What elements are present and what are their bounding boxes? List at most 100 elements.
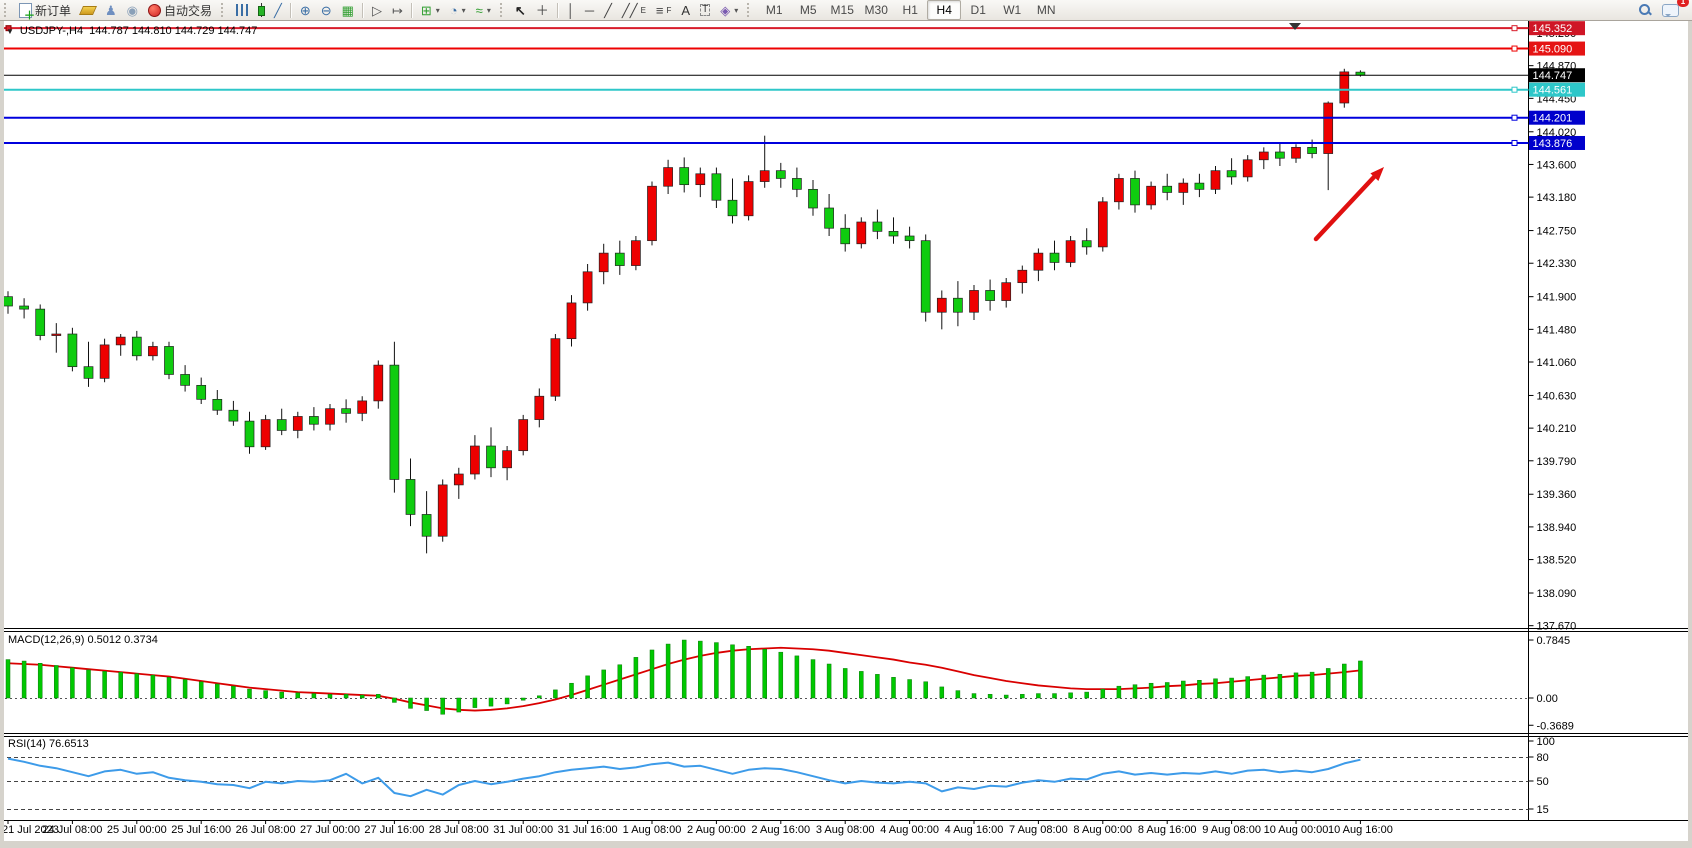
dropdown-caret-icon: ▾ [461,5,466,15]
annotations[interactable] [1289,23,1384,242]
timeframe-h4-button[interactable]: H4 [927,0,962,20]
crosshair-tool-button[interactable]: ＋ [531,0,554,20]
new-order-label: 新订单 [35,3,72,18]
bar-chart-button[interactable] [231,0,253,20]
toolbar-grip[interactable] [221,3,228,17]
svg-text:7 Aug 08:00: 7 Aug 08:00 [1009,824,1068,836]
timeframe-w1-button[interactable]: W1 [995,0,1029,20]
autotrade-icon [148,3,162,17]
horizontal-lines[interactable]: 145.352 145.090 144.747 144.561 144.201 143.8… [0,21,1585,150]
svg-text:100: 100 [1537,736,1555,748]
timeframe-m15-button[interactable]: M15 [825,0,859,20]
signals-button[interactable]: ◉ [122,0,143,20]
dropdown-caret-icon: ▾ [734,5,739,15]
svg-text:10 Aug 00:00: 10 Aug 00:00 [1264,824,1329,836]
text-tool-button[interactable]: A [676,0,695,20]
zoom-out-button[interactable]: ⊖ [316,0,337,20]
horizontal-line-tool-button[interactable]: ─ [580,0,599,20]
tile-windows-icon: ▦ [341,2,354,18]
svg-text:4 Aug 00:00: 4 Aug 00:00 [880,824,939,836]
svg-text:137.670: 137.670 [1537,621,1577,633]
line-handle[interactable] [1511,139,1518,146]
macd-indicator-label: MACD(12,26,9) 0.5012 0.3734 [8,634,158,646]
period-button[interactable]: ◔ ▾ [445,0,471,20]
community-button[interactable]: ♟ [100,0,122,20]
fibonacci-tool-button[interactable]: ≡ F [651,0,676,20]
window-bottom-edge [0,841,1692,848]
timeframe-m5-button[interactable]: M5 [791,0,825,20]
timeframe-d1-button[interactable]: D1 [961,0,995,20]
chart-styler-button[interactable] [76,0,100,20]
line-handle[interactable] [1511,114,1518,121]
timeframe-h1-button[interactable]: H1 [893,0,927,20]
candlestick-icon [258,3,266,17]
svg-text:27 Jul 00:00: 27 Jul 00:00 [300,824,360,836]
chart-shift-icon: ▷ [371,2,382,18]
indicators-button[interactable]: ≈ ▾ [471,0,496,20]
line-chart-button[interactable]: ╱ [269,0,287,20]
svg-text:141.900: 141.900 [1537,292,1577,304]
channel-tool-button[interactable]: ╱╱ E [617,0,651,20]
one-click-trading-arrow-icon[interactable]: ▼ [6,26,14,36]
horizontal-line-icon: ─ [584,2,595,18]
auto-scroll-button[interactable]: ↦ [387,0,408,20]
cursor-tool-button[interactable]: ↖ [510,0,531,20]
price-badge [1529,135,1585,150]
channel-glyph: E [640,5,646,15]
tile-windows-button[interactable]: ▦ [337,0,359,20]
timeframe-m30-button[interactable]: M30 [859,0,893,20]
rsi-panel: 100 80 50 15 [0,736,1555,816]
auto-scroll-icon: ↦ [391,2,403,18]
svg-text:141.060: 141.060 [1537,357,1577,369]
trend-arrow[interactable] [1313,174,1377,242]
macd-histogram [5,639,1363,715]
timeframe-label: D1 [970,3,986,17]
styler-icon [79,5,98,15]
text-tool-icon: A [681,2,691,18]
dropdown-caret-icon: ▾ [435,5,440,15]
svg-text:27 Jul 16:00: 27 Jul 16:00 [364,824,424,836]
svg-text:3 Aug 08:00: 3 Aug 08:00 [816,824,875,836]
svg-text:10 Aug 16:00: 10 Aug 16:00 [1328,824,1393,836]
vertical-line-tool-button[interactable]: │ [562,0,580,20]
svg-text:1 Aug 08:00: 1 Aug 08:00 [623,824,682,836]
timeframe-mn-button[interactable]: MN [1029,0,1063,20]
line-handle[interactable] [5,25,12,32]
search-button[interactable] [1633,0,1657,20]
new-order-button[interactable]: ＋ 新订单 [14,0,76,21]
window-right-edge [1688,20,1692,848]
line-handle[interactable] [1511,25,1518,32]
zoom-in-button[interactable]: ⊕ [295,0,316,20]
timeframe-label: M30 [864,3,888,17]
candlestick-chart-button[interactable] [253,0,269,20]
timeframe-m1-button[interactable]: M1 [757,0,791,20]
channel-icon: ╱╱ [621,2,638,18]
cursor-icon: ↖ [514,2,526,18]
chart-shift-button[interactable]: ▷ [367,0,387,20]
chart-ohlc-values: 144.787 144.810 144.729 144.747 [89,25,258,37]
window-left-edge [0,20,4,848]
autotrade-button[interactable]: 自动交易 [143,0,217,20]
toolbar-grip[interactable] [4,3,11,17]
new-chart-button[interactable]: ⊞ ▾ [416,0,445,20]
notifications-button[interactable]: 1 [1657,0,1689,20]
svg-text:50: 50 [1537,776,1549,788]
timeframe-label: M15 [830,3,854,17]
line-handle[interactable] [1511,45,1518,52]
vertical-line-icon: │ [566,2,575,18]
toolbar-grip[interactable] [499,3,507,17]
line-handle[interactable] [1511,86,1518,93]
chart-shift-marker[interactable] [1289,23,1301,30]
svg-text:139.360: 139.360 [1537,489,1577,501]
arrows-tool-button[interactable]: ◈ ▾ [715,0,743,20]
price-badge [1529,110,1585,125]
toolbar-grip[interactable] [747,3,754,17]
text-label-tool-button[interactable]: T [695,0,715,20]
trendline-tool-button[interactable]: ╱ [599,0,617,20]
svg-text:139.790: 139.790 [1537,456,1577,468]
svg-text:9 Aug 08:00: 9 Aug 08:00 [1202,824,1261,836]
toolbar-separator [361,2,364,18]
svg-text:0.00: 0.00 [1537,693,1558,705]
